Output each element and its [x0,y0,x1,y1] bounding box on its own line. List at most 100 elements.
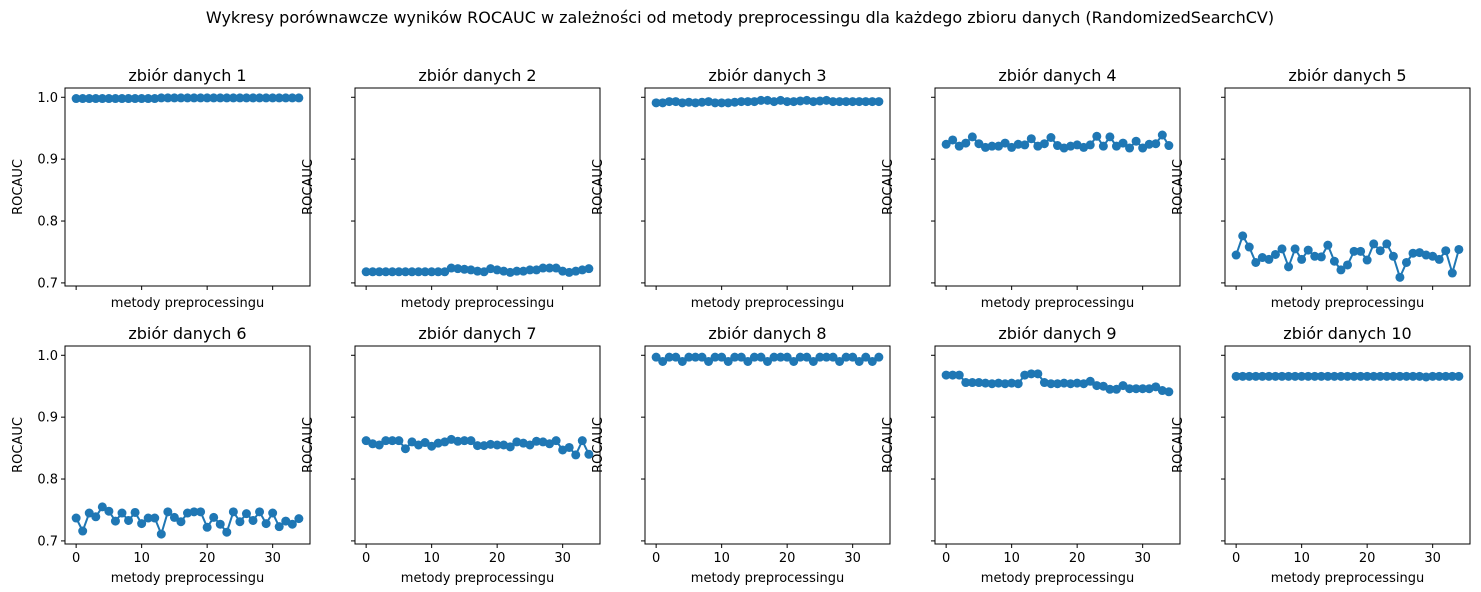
data-point [967,132,977,142]
data-point [651,98,661,108]
data-point [91,512,101,522]
x-tick-label: 0 [72,551,80,566]
y-tick-label: 0.7 [37,276,58,291]
data-point [274,522,284,532]
data-point [1157,130,1167,140]
data-point [202,522,212,532]
data-point [1362,371,1372,381]
data-point [1395,272,1405,282]
data-point [690,352,700,362]
data-point [1238,231,1248,241]
data-point [1020,140,1030,150]
data-point [584,449,594,459]
subplot-1: zbiór danych 1 0.7 0.8 0.9 1.0 metody preproc… [11,66,311,311]
data-point [1251,371,1261,381]
data-point [577,436,587,446]
data-point [948,135,958,145]
y-axis-label: ROCAUC [881,159,896,215]
data-point [815,352,825,362]
data-point [1401,371,1411,381]
data-point [420,438,430,448]
data-point [1013,379,1023,389]
data-point [954,370,964,380]
data-point [1026,369,1036,379]
data-point [189,93,199,103]
data-point [1092,381,1102,391]
data-point [368,267,378,277]
data-point [808,356,818,366]
data-point [690,98,700,108]
data-point [427,267,437,277]
data-point [512,266,522,276]
data-point [176,517,186,527]
x-tick-label: 20 [489,551,506,566]
data-point [1382,239,1392,249]
data-point [287,93,297,103]
data-point [1125,384,1135,394]
data-point [381,436,391,446]
data-point [1231,371,1241,381]
data-point [1349,246,1359,256]
data-point [1297,254,1307,264]
y-axis-label: ROCAUC [11,417,26,473]
data-point [987,141,997,151]
data-point [697,352,707,362]
data-point [769,352,779,362]
data-point [1284,262,1294,272]
subplot-5: zbiór danych 5 metody preprocessingu ROCAU… [1171,66,1471,311]
data-point [183,93,192,103]
data-point [1105,384,1115,394]
y-tick-label: 0.9 [37,153,58,168]
axes-frame [354,345,601,545]
data-point [717,352,727,362]
data-point [414,267,424,277]
data-point [248,515,258,525]
data-point [440,267,450,277]
data-point [1421,372,1431,382]
x-tick-label: 10 [1003,551,1020,566]
data-point [961,138,971,148]
data-point [117,94,127,104]
data-point [169,93,179,103]
data-point [861,97,871,107]
data-point [763,356,772,366]
data-point [736,352,746,362]
data-point [1007,378,1017,388]
subplot-4: zbiór danych 4 metody preprocessingu ROCAU… [881,66,1181,311]
data-point [1310,371,1320,381]
data-point [1277,244,1287,254]
data-point [948,370,958,380]
subplot-6: zbiór danych 6 0.7 0.8 0.9 1.0 0 10 20 30metody … [11,324,311,586]
axes-frame [64,87,311,287]
figure-suptitle: Wykresy porównawcze wyników ROCAUC w zal… [206,8,1274,27]
data-point [137,519,147,529]
data-point [176,93,186,103]
data-point [789,97,799,107]
data-point [1388,371,1398,381]
subplot-grid: zbiór danych 1 0.7 0.8 0.9 1.0 metody preproc… [11,66,1471,586]
data-point [723,98,733,108]
data-point [1428,371,1438,381]
data-point [730,97,740,107]
data-point [235,517,245,527]
x-tick-label: 20 [199,551,216,566]
data-point [1277,371,1287,381]
data-point [374,440,384,450]
axes-frame [354,87,601,287]
subplot-title: zbiór danych 10 [1283,324,1411,343]
data-point [677,98,687,108]
x-tick-label: 30 [1424,551,1441,566]
x-tick-label: 30 [554,551,571,566]
data-point [1388,251,1398,261]
data-point [222,527,232,537]
x-axis-label: metody preprocessingu [111,296,264,311]
x-tick-label: 10 [713,551,730,566]
data-point [1343,371,1352,381]
data-point [71,94,81,104]
data-point [387,436,397,446]
y-tick-label: 1.0 [37,91,58,106]
data-point [743,356,753,366]
